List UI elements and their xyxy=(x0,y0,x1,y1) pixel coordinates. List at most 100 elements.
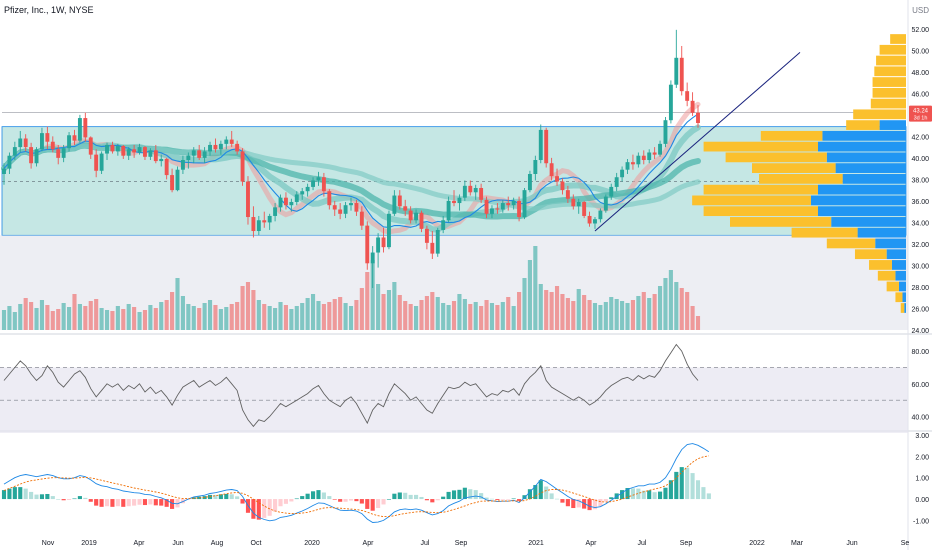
volume-bar xyxy=(668,270,673,330)
macd-histogram-bar xyxy=(115,499,120,507)
price-axis-tick: 28.00 xyxy=(911,285,929,292)
macd-histogram-bar xyxy=(489,498,495,500)
volume-bar xyxy=(256,300,261,330)
volume-bar xyxy=(56,309,61,330)
volume-bar xyxy=(435,297,440,330)
volume-bar xyxy=(441,303,446,330)
candle-body xyxy=(419,212,424,229)
macd-histogram-bar xyxy=(240,499,245,504)
candle-body xyxy=(45,133,50,142)
volume-bar xyxy=(50,311,55,330)
volume-bar xyxy=(7,306,12,330)
volume-bar xyxy=(419,300,424,330)
macd-histogram-bar xyxy=(72,498,77,500)
volume-bar xyxy=(104,310,110,330)
volume-bar xyxy=(636,296,641,330)
macd-histogram-bar xyxy=(365,499,370,509)
volume-bar xyxy=(186,304,191,330)
candle-body xyxy=(213,144,218,150)
candle-body xyxy=(625,162,630,170)
candle-body xyxy=(218,143,223,150)
volume-bar xyxy=(359,288,364,330)
macd-histogram-bar xyxy=(121,499,126,507)
candle-body xyxy=(246,181,250,218)
candle-body xyxy=(511,200,516,206)
macd-histogram-bar xyxy=(695,480,701,500)
candle-body xyxy=(132,149,137,153)
volume-bar xyxy=(29,302,34,330)
candle-body xyxy=(603,196,608,211)
candle-body xyxy=(77,118,82,141)
candle-body xyxy=(441,220,446,230)
volume-profile-up xyxy=(818,184,906,195)
macd-histogram-bar xyxy=(1,490,7,500)
candle-body xyxy=(387,213,391,248)
ma-line-blue xyxy=(3,113,699,228)
macd-histogram-bar xyxy=(61,499,66,501)
macd-histogram-bar xyxy=(685,467,690,500)
macd-histogram-bar xyxy=(565,499,570,507)
macd-histogram-bar xyxy=(441,496,446,500)
macd-histogram-bar xyxy=(560,499,565,503)
volume-bar xyxy=(517,292,522,330)
volume-bar xyxy=(23,298,28,330)
volume-bar xyxy=(77,304,82,330)
time-axis-tick: Mar xyxy=(791,540,804,547)
volume-profile-up xyxy=(886,249,906,260)
candle-body xyxy=(668,84,673,121)
candle-body xyxy=(316,177,321,181)
macd-histogram-bar xyxy=(587,499,592,511)
volume-profile-up xyxy=(810,195,906,206)
volume-bar xyxy=(538,284,543,330)
time-axis-tick: Apr xyxy=(134,540,146,547)
candle-body xyxy=(349,203,353,206)
volume-bar xyxy=(685,292,690,330)
candle-body xyxy=(88,137,93,155)
macd-line xyxy=(3,443,710,523)
volume-bar xyxy=(18,304,23,330)
macd-histogram-bar xyxy=(142,499,148,506)
volume-bar xyxy=(12,312,17,330)
volume-bar xyxy=(587,300,592,330)
candle-body xyxy=(115,146,120,152)
volume-bar xyxy=(283,305,288,330)
candle-body xyxy=(370,252,375,264)
macd-histogram-bar xyxy=(620,490,625,500)
candle-body xyxy=(690,100,695,113)
candle-body xyxy=(424,228,429,243)
macd-histogram-bar xyxy=(598,499,603,507)
volume-bar xyxy=(695,316,701,330)
macd-histogram-bar xyxy=(29,491,34,500)
volume-bar xyxy=(142,310,148,330)
macd-histogram-bar xyxy=(636,488,641,500)
macd-histogram-bar xyxy=(294,498,299,500)
candle-body xyxy=(641,155,646,161)
candle-body xyxy=(338,209,343,214)
macd-histogram-bar xyxy=(517,499,522,501)
macd-histogram-bar xyxy=(39,494,45,500)
volume-profile-down xyxy=(869,260,892,270)
volume-profile-up xyxy=(857,227,906,238)
volume-bar xyxy=(614,299,619,330)
macd-histogram-bar xyxy=(679,467,684,500)
candle-body xyxy=(137,147,142,153)
volume-bar xyxy=(386,290,392,330)
candle-body xyxy=(397,195,402,207)
price-axis-tick: 52.00 xyxy=(911,27,929,34)
candle-body xyxy=(354,203,359,212)
macd-histogram-bar xyxy=(267,499,272,516)
volume-bar xyxy=(609,297,614,330)
macd-histogram-bar xyxy=(235,496,240,500)
candle-body xyxy=(598,210,603,220)
volume-profile-down xyxy=(703,141,818,152)
volume-bar xyxy=(679,288,684,330)
macd-histogram-bar xyxy=(332,499,337,500)
macd-histogram-bar xyxy=(506,499,511,500)
macd-histogram-bar xyxy=(511,498,516,500)
volume-profile-up xyxy=(891,260,906,270)
macd-histogram-bar xyxy=(414,494,419,500)
volume-bar xyxy=(343,303,348,330)
volume-bar xyxy=(424,296,429,330)
